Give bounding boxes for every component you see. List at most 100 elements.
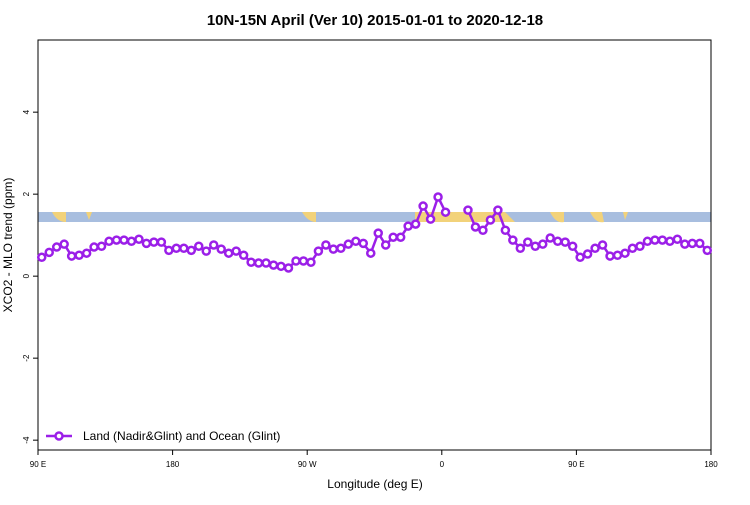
data-point bbox=[268, 260, 279, 270]
data-point bbox=[328, 244, 339, 254]
data-point bbox=[590, 243, 600, 254]
data-point bbox=[149, 237, 159, 247]
data-point bbox=[208, 240, 219, 250]
data-point bbox=[194, 241, 204, 251]
data-point bbox=[642, 236, 653, 247]
x-axis-label: Longitude (deg E) bbox=[327, 477, 422, 491]
data-point bbox=[186, 245, 197, 256]
data-point bbox=[366, 248, 376, 258]
data-point bbox=[104, 236, 114, 247]
data-point bbox=[238, 250, 249, 260]
data-point bbox=[351, 236, 361, 247]
data-point bbox=[306, 257, 316, 267]
data-point bbox=[567, 241, 578, 251]
data-point bbox=[493, 205, 503, 215]
data-point bbox=[66, 251, 77, 261]
data-point bbox=[126, 236, 137, 247]
data-point bbox=[283, 263, 294, 273]
data-point bbox=[164, 245, 174, 256]
data-point bbox=[627, 243, 638, 254]
data-point bbox=[485, 215, 496, 225]
data-point bbox=[134, 234, 144, 245]
data-point bbox=[96, 241, 107, 251]
data-point bbox=[298, 256, 309, 266]
data-point bbox=[463, 205, 473, 215]
data-point bbox=[470, 222, 481, 232]
y-tick-label: 0 bbox=[22, 273, 31, 278]
x-tick-label: 90 E bbox=[30, 460, 46, 469]
x-tick-label: 180 bbox=[166, 460, 180, 469]
data-point bbox=[179, 243, 189, 254]
legend-marker bbox=[54, 431, 64, 441]
data-point bbox=[336, 243, 346, 254]
chart-title: 10N-15N April (Ver 10) 2015-01-01 to 202… bbox=[207, 12, 543, 29]
x-tick-label: 90 W bbox=[298, 460, 317, 469]
data-point bbox=[538, 239, 548, 249]
data-point bbox=[478, 225, 488, 235]
data-point bbox=[665, 236, 675, 247]
y-tick-label: 4 bbox=[22, 109, 31, 114]
y-tick-label: 2 bbox=[22, 191, 31, 196]
data-point bbox=[680, 239, 690, 249]
data-point bbox=[515, 243, 526, 254]
data-point bbox=[530, 241, 541, 251]
data-point bbox=[508, 235, 518, 245]
x-tick-label: 180 bbox=[704, 460, 718, 469]
data-point bbox=[253, 258, 264, 268]
data-point bbox=[223, 248, 234, 258]
data-point bbox=[246, 257, 256, 267]
data-point bbox=[620, 248, 630, 258]
plot-frame bbox=[37, 39, 712, 451]
data-point bbox=[500, 225, 511, 235]
data-point bbox=[687, 238, 698, 249]
data-point bbox=[201, 246, 211, 256]
data-point bbox=[650, 235, 660, 245]
data-point bbox=[321, 240, 331, 250]
data-point bbox=[141, 238, 152, 249]
data-point bbox=[582, 249, 593, 259]
data-point bbox=[216, 244, 226, 254]
data-point bbox=[672, 234, 683, 245]
data-point bbox=[612, 250, 623, 260]
data-point bbox=[702, 245, 713, 256]
data-point bbox=[657, 235, 668, 245]
y-axis-label: XCO2 - MLO trend (ppm) bbox=[1, 178, 15, 313]
data-point bbox=[552, 236, 563, 247]
data-point bbox=[74, 250, 84, 260]
data-point bbox=[695, 238, 705, 249]
data-point bbox=[313, 246, 324, 256]
data-point bbox=[418, 201, 428, 211]
data-point bbox=[425, 214, 436, 224]
data-point bbox=[171, 243, 182, 254]
data-point bbox=[635, 241, 645, 251]
data-point bbox=[358, 238, 369, 249]
x-tick-label: 0 bbox=[440, 460, 445, 469]
data-point bbox=[276, 261, 286, 272]
data-point bbox=[440, 207, 451, 217]
data-point bbox=[388, 232, 398, 242]
data-point bbox=[403, 221, 413, 231]
y-tick-label: -4 bbox=[22, 436, 31, 444]
legend-label: Land (Nadir&Glint) and Ocean (Glint) bbox=[83, 429, 280, 443]
data-point bbox=[523, 237, 533, 247]
data-point bbox=[605, 251, 615, 261]
data-point bbox=[410, 219, 421, 229]
data-point bbox=[373, 228, 383, 238]
data-point bbox=[291, 256, 301, 266]
data-point bbox=[395, 232, 406, 242]
data-point bbox=[575, 252, 585, 263]
data-point bbox=[111, 235, 122, 245]
data-point bbox=[81, 248, 92, 258]
data-point bbox=[261, 258, 271, 268]
data-point bbox=[156, 237, 167, 247]
data-point bbox=[597, 240, 608, 250]
data-point bbox=[380, 240, 391, 250]
x-tick-label: 90 E bbox=[568, 460, 584, 469]
data-point bbox=[51, 242, 62, 252]
data-point bbox=[44, 247, 54, 258]
map-strip bbox=[38, 212, 711, 223]
data-point bbox=[433, 192, 443, 202]
data-point bbox=[231, 246, 241, 256]
data-point bbox=[545, 233, 555, 243]
